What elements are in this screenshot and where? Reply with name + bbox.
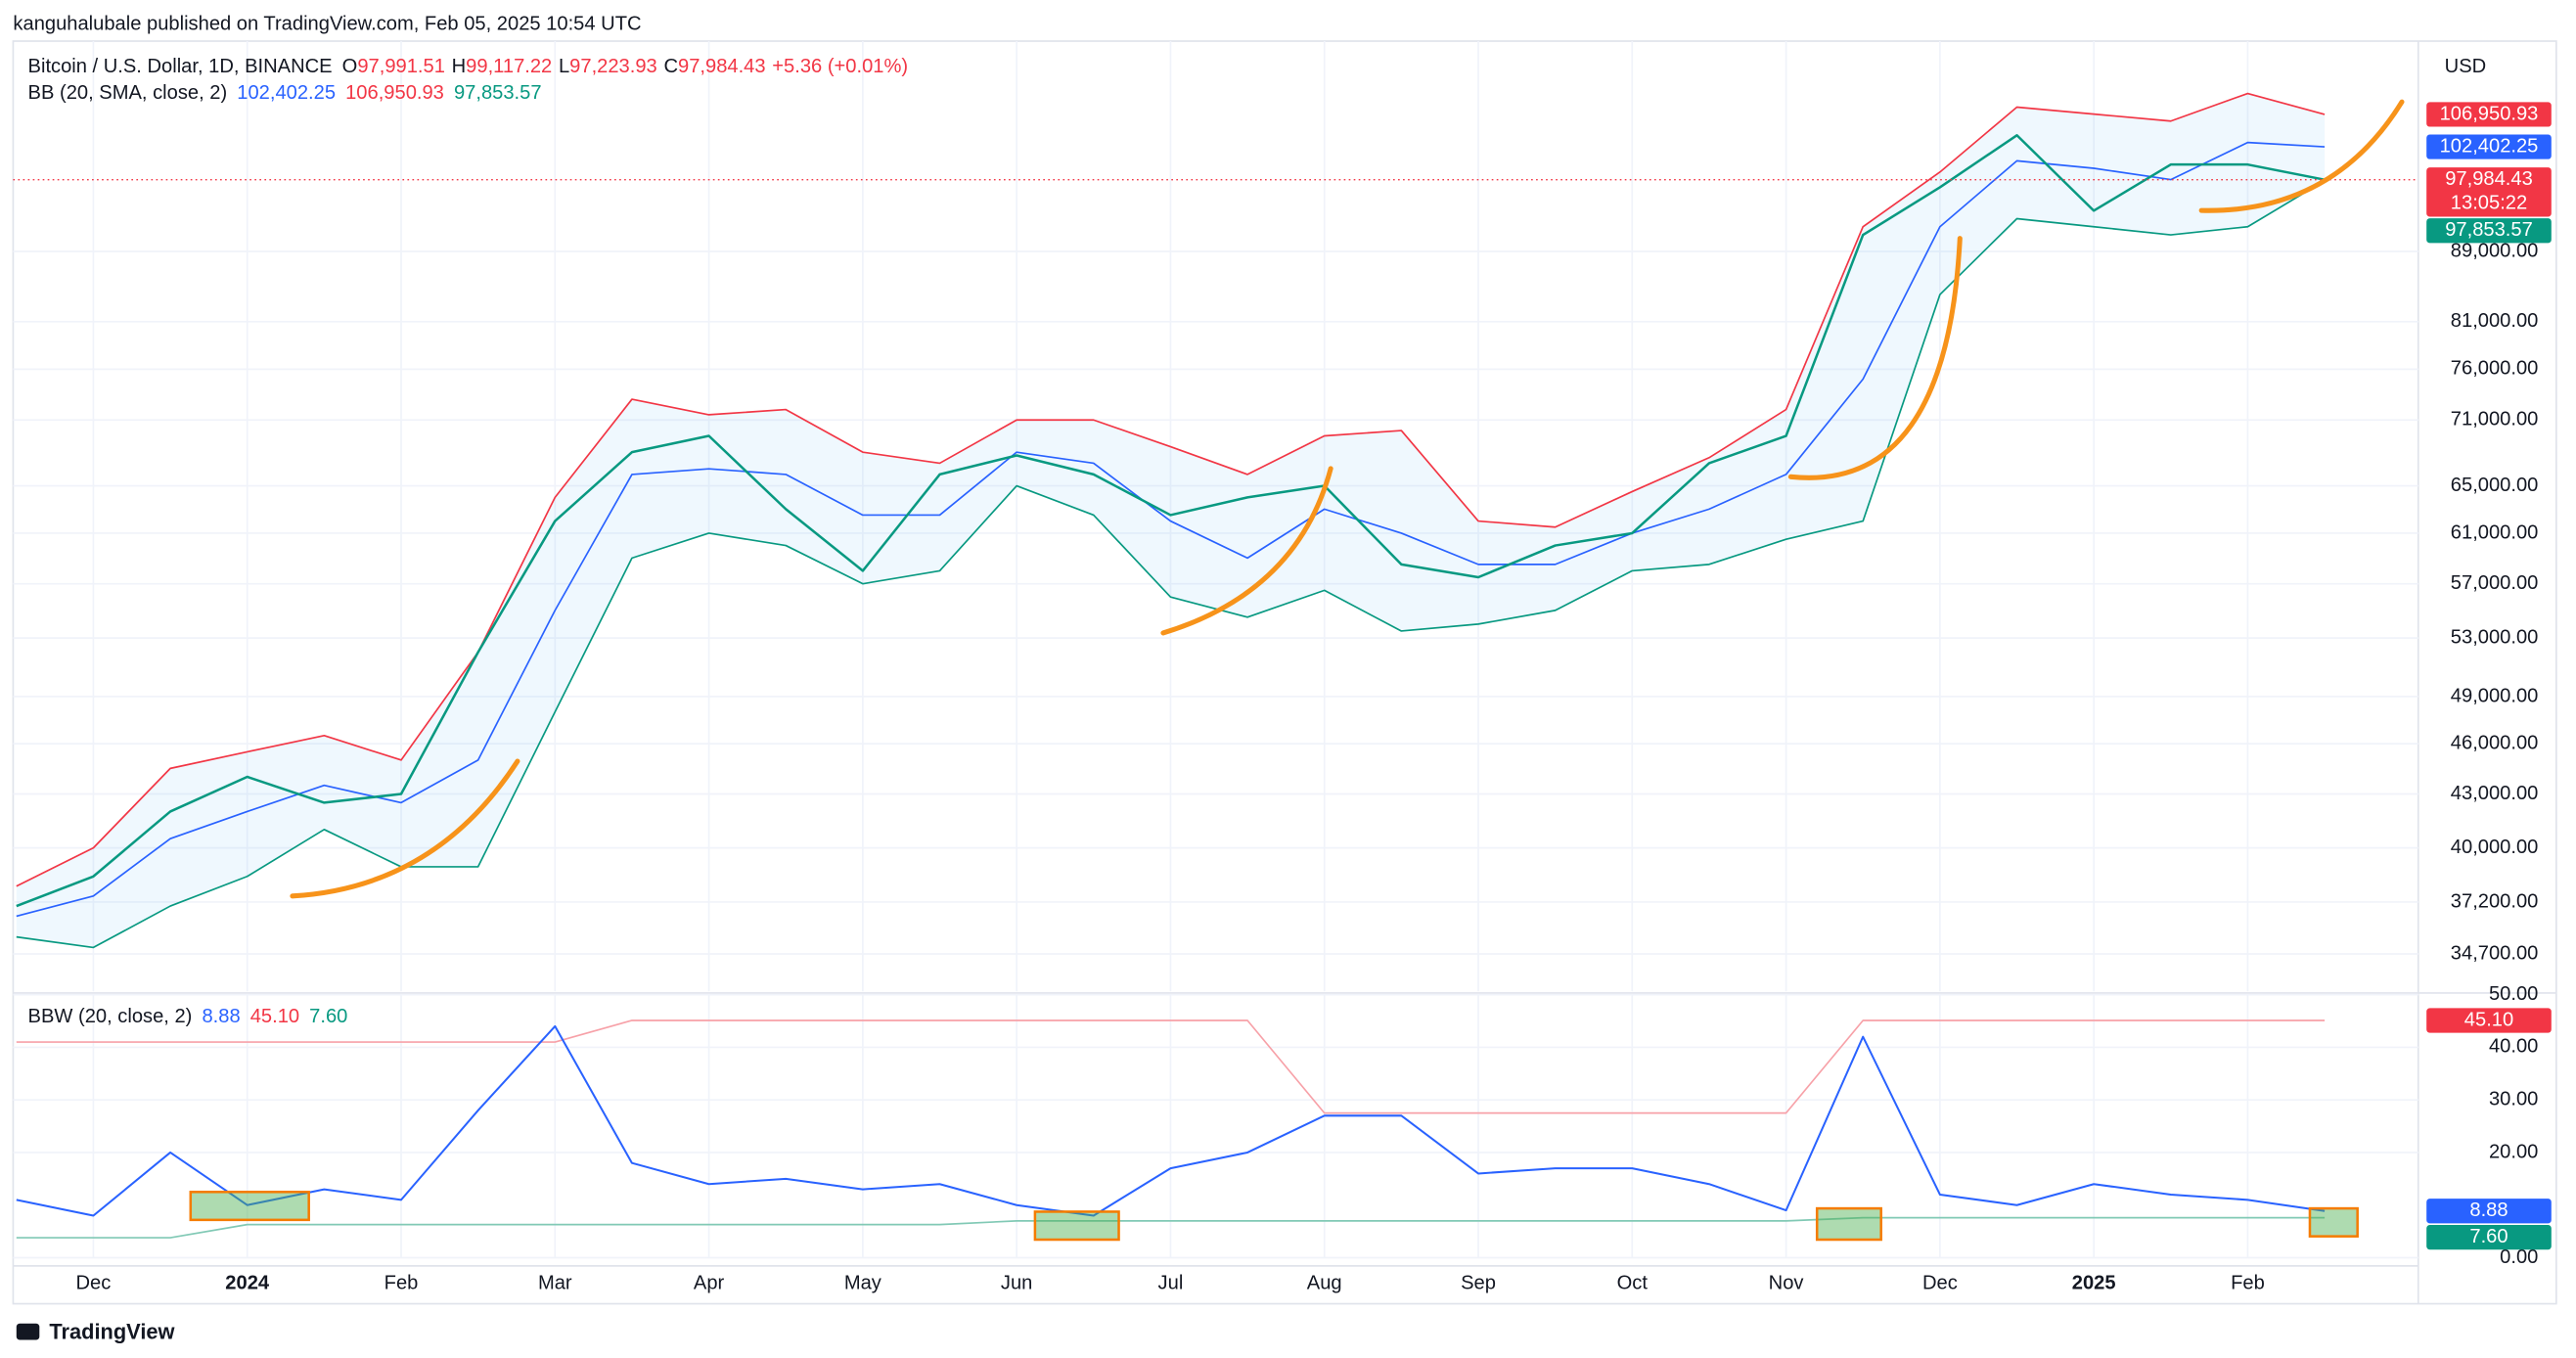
y-tick-label: 43,000.00	[2451, 783, 2539, 804]
squeeze-box	[1033, 1210, 1120, 1242]
y-tick-label: 49,000.00	[2451, 685, 2539, 706]
frame	[12, 40, 2557, 1305]
price-tag	[2426, 1008, 2552, 1033]
y-tick-label: 34,700.00	[2451, 942, 2539, 964]
arc-annotation	[2198, 99, 2405, 213]
x-tick-label: Apr	[694, 1273, 725, 1294]
indicator-value: 7.60	[309, 1006, 347, 1027]
y-tick-label: 37,200.00	[2451, 890, 2539, 912]
x-tick-label: 2024	[225, 1273, 270, 1294]
bbw-line	[16, 1024, 2326, 1217]
footer: TradingView	[49, 1320, 175, 1344]
arc-annotation	[1787, 236, 1963, 480]
indicator-value: 97,853.57	[454, 82, 542, 104]
price-tag	[2426, 1199, 2552, 1224]
price-tag	[2426, 1225, 2552, 1250]
price-tag-label: 45.10	[2464, 1009, 2513, 1030]
squeeze-box	[1815, 1206, 1882, 1242]
x-tick-label: May	[844, 1273, 882, 1294]
countdown: 13:05:22	[2451, 192, 2527, 213]
arc-annotation	[1160, 466, 1333, 636]
bbw-highest-line	[16, 1019, 2326, 1114]
price-tag-label: 97,853.57	[2445, 219, 2533, 241]
ohlc-value: 97,223.93	[569, 56, 657, 77]
ohlc-value: 97,991.51	[357, 56, 445, 77]
ohlc: O97,991.51 H99,117.22 L97,223.93 C97,984.43	[342, 56, 766, 77]
y-tick-label: 76,000.00	[2451, 358, 2539, 380]
x-tick-label: Jun	[1001, 1273, 1032, 1294]
y-tick-label: 57,000.00	[2451, 572, 2539, 594]
logo: TradingView	[16, 1320, 176, 1344]
price-legend: Bitcoin / U.S. Dollar, 1D, BINANCE O97,99…	[28, 56, 909, 77]
logo-mark	[16, 1323, 40, 1340]
y-tick-label: 46,000.00	[2451, 732, 2539, 753]
bbw-legend: BBW (20, close, 2) 8.88 45.10 7.60	[28, 1006, 348, 1027]
x-tick-label: Oct	[1617, 1273, 1649, 1294]
squeeze-boxes	[189, 1191, 2359, 1242]
x-tick-label: Dec	[1922, 1273, 1958, 1294]
x-tick-label: Aug	[1307, 1273, 1342, 1294]
y-tick-label: 71,000.00	[2451, 409, 2539, 430]
y-tick-label: 65,000.00	[2451, 475, 2539, 496]
x-tick-label: Sep	[1461, 1273, 1496, 1294]
bb-upper-line	[16, 92, 2326, 887]
arc-annotation	[290, 758, 520, 899]
y-tick-label: 40,000.00	[2451, 837, 2539, 858]
ohlc-label: L	[559, 56, 569, 77]
x-tick-label: Feb	[2231, 1273, 2265, 1294]
bbw-lowest-line	[16, 1216, 2326, 1239]
x-tick-label: Feb	[384, 1273, 419, 1294]
y-tick-label: 30.00	[2489, 1089, 2538, 1110]
x-tick-label: Mar	[538, 1273, 572, 1294]
plot-area	[13, 92, 2418, 1239]
bb-legend: BB (20, SMA, close, 2) 102,402.25 106,950.…	[28, 82, 542, 104]
y-tick-label: 40.00	[2489, 1036, 2538, 1058]
y-tick-label: 81,000.00	[2451, 310, 2539, 332]
x-tick-label: Nov	[1769, 1273, 1804, 1294]
x-tick-label: 2025	[2072, 1273, 2116, 1294]
symbol-title: Bitcoin / U.S. Dollar, 1D, BINANCE	[28, 56, 333, 77]
grid	[13, 41, 2418, 1259]
squeeze-box	[189, 1191, 310, 1222]
indicator-title: BB (20, SMA, close, 2)	[28, 82, 228, 104]
price-tag	[2426, 167, 2552, 217]
ohlc-label: O	[342, 56, 358, 77]
ohlc-value: 99,117.22	[466, 56, 552, 77]
squeeze-box	[2308, 1206, 2359, 1238]
change: +5.36 (+0.01%)	[772, 56, 908, 77]
price-tag	[2426, 102, 2552, 127]
x-tick-label: Jul	[1158, 1273, 1184, 1294]
y-tick-label: 20.00	[2489, 1141, 2538, 1162]
price-tag	[2426, 134, 2552, 159]
indicator-value: 8.88	[202, 1006, 240, 1027]
y-tick-label: 61,000.00	[2451, 521, 2539, 543]
y-tick-label: 89,000.00	[2451, 240, 2539, 261]
y-tick-label: 50.00	[2489, 983, 2538, 1005]
ohlc-label: H	[452, 56, 467, 77]
price-tag-label: 97,984.43	[2445, 168, 2533, 190]
annotations	[290, 99, 2405, 899]
price-tag-label: 7.60	[2469, 1226, 2508, 1247]
price-tag	[2426, 218, 2552, 244]
y-tick-label: 53,000.00	[2451, 626, 2539, 648]
currency: USD	[2445, 56, 2487, 77]
price-line	[16, 134, 2326, 908]
price-tag-label: 102,402.25	[2440, 135, 2539, 157]
x-tick-label: Dec	[76, 1273, 112, 1294]
ohlc-value: 97,984.43	[678, 56, 766, 77]
indicator-value: 45.10	[250, 1006, 299, 1027]
price-tag-label: 8.88	[2469, 1200, 2508, 1221]
indicator-value: 102,402.25	[237, 82, 336, 104]
indicator-title: BBW (20, close, 2)	[28, 1006, 193, 1027]
bb-basis-line	[16, 141, 2326, 918]
ohlc-label: C	[663, 56, 678, 77]
indicator-value: 106,950.93	[345, 82, 444, 104]
y-tick-label: 0.00	[2500, 1246, 2538, 1268]
header: kanguhalubale published on TradingView.c…	[13, 14, 641, 35]
price-tag-label: 106,950.93	[2440, 103, 2539, 124]
